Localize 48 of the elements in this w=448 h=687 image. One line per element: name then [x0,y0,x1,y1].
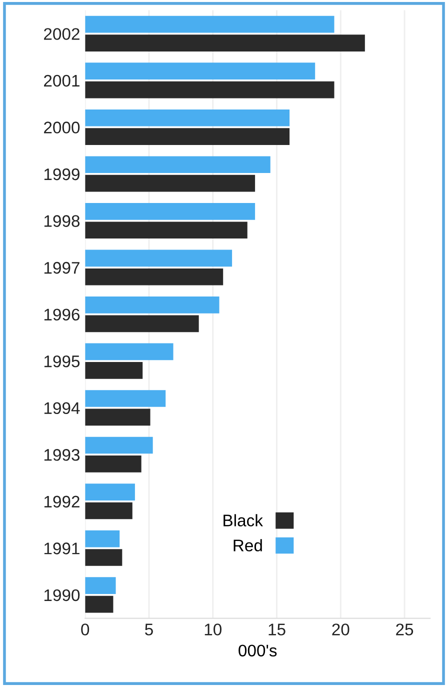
bar [85,202,256,220]
y-tick-label: 2001 [44,74,80,87]
y-tick-label: 1992 [44,496,80,508]
y-tick-label: 1999 [44,168,80,180]
y-tick-label: 1990 [44,589,80,602]
x-tick-label: 20 [332,624,350,636]
y-tick-label: 1996 [44,308,80,321]
bar [85,250,232,267]
bar [85,109,290,126]
bar [85,456,142,472]
bar [85,128,290,145]
bar [85,408,150,426]
bar [85,222,248,239]
legend-label: Black [224,514,263,526]
bar [85,362,143,379]
bar [85,577,116,594]
bar [85,549,122,566]
x-tick-label: 10 [204,624,222,636]
bar [85,315,199,332]
bar [85,484,135,500]
y-tick-label: 2002 [44,28,80,40]
bar [85,436,153,454]
bar [85,268,224,286]
bar [85,62,316,80]
y-tick-label: 1998 [44,215,80,227]
x-tick-label: 0 [81,624,90,636]
bar [85,343,174,360]
bar [85,296,220,314]
bar [85,156,270,174]
legend-label: Red [234,539,262,552]
y-tick-label: 1994 [44,402,80,414]
y-tick-label: 1995 [44,355,80,368]
y-tick-label: 1991 [44,542,80,554]
x-axis-title: 000's [238,644,277,656]
bar [85,530,120,548]
y-tick-label: 1993 [44,449,80,461]
x-tick-label: 15 [268,624,286,636]
bar [85,502,132,520]
x-tick-label: 25 [396,624,414,636]
y-tick-label: 1997 [44,262,80,274]
bar [85,81,334,98]
y-tick-label: 2000 [44,122,80,134]
bar [85,34,365,52]
x-tick-label: 5 [145,624,153,636]
bar [85,596,114,613]
bar [85,174,256,192]
bar [85,16,334,33]
bar [85,390,166,407]
